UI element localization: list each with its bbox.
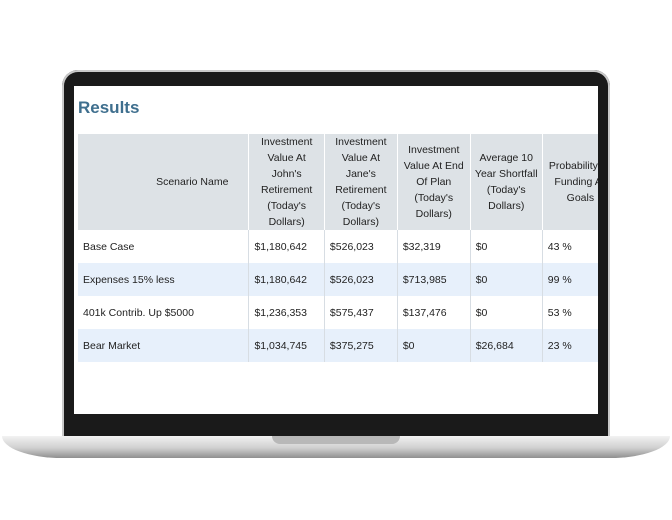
- table-row: 401k Contrib. Up $5000 $1,236,353 $575,4…: [78, 296, 598, 329]
- cell-probability: 53 %: [542, 296, 598, 329]
- cell-value-end: $713,985: [397, 263, 471, 296]
- cell-shortfall: $0: [470, 230, 543, 263]
- laptop-base-groove: [272, 436, 400, 444]
- laptop-screen: Results Scenario Name Investment Value A…: [74, 86, 598, 414]
- cell-probability: 99 %: [542, 263, 598, 296]
- results-table: Scenario Name Investment Value At John's…: [78, 134, 598, 362]
- cell-value-end: $32,319: [397, 230, 471, 263]
- cell-probability: 43 %: [542, 230, 598, 263]
- cell-shortfall: $0: [470, 296, 543, 329]
- header-shortfall: Average 10 Year Shortfall (Today's Dolla…: [470, 134, 543, 230]
- cell-probability: 23 %: [542, 329, 598, 362]
- header-value-end: Investment Value At End Of Plan (Today's…: [397, 134, 471, 230]
- header-value-john: Investment Value At John's Retirement (T…: [248, 134, 325, 230]
- cell-scenario-name: 401k Contrib. Up $5000: [78, 296, 250, 329]
- table-row: Base Case $1,180,642 $526,023 $32,319 $0…: [78, 230, 598, 263]
- laptop-base: [2, 436, 670, 458]
- cell-scenario-name: Expenses 15% less: [78, 263, 250, 296]
- header-value-jane: Investment Value At Jane's Retirement (T…: [324, 134, 398, 230]
- table-row: Bear Market $1,034,745 $375,275 $0 $26,6…: [78, 329, 598, 362]
- cell-value-john: $1,180,642: [248, 263, 325, 296]
- cell-shortfall: $26,684: [470, 329, 543, 362]
- cell-value-jane: $526,023: [324, 263, 398, 296]
- table-header-row: Scenario Name Investment Value At John's…: [78, 134, 598, 230]
- cell-value-john: $1,180,642: [248, 230, 325, 263]
- cell-value-jane: $526,023: [324, 230, 398, 263]
- cell-value-jane: $575,437: [324, 296, 398, 329]
- cell-value-john: $1,236,353: [248, 296, 325, 329]
- table-row: Expenses 15% less $1,180,642 $526,023 $7…: [78, 263, 598, 296]
- cell-value-end: $0: [397, 329, 471, 362]
- cell-value-end: $137,476: [397, 296, 471, 329]
- header-probability: Probability Of Funding All Goals: [542, 134, 598, 230]
- cell-scenario-name: Base Case: [78, 230, 250, 263]
- cell-value-john: $1,034,745: [248, 329, 325, 362]
- page-title: Results: [78, 98, 140, 117]
- cell-value-jane: $375,275: [324, 329, 398, 362]
- header-scenario-name: Scenario Name: [78, 134, 250, 230]
- cell-shortfall: $0: [470, 263, 543, 296]
- cell-scenario-name: Bear Market: [78, 329, 250, 362]
